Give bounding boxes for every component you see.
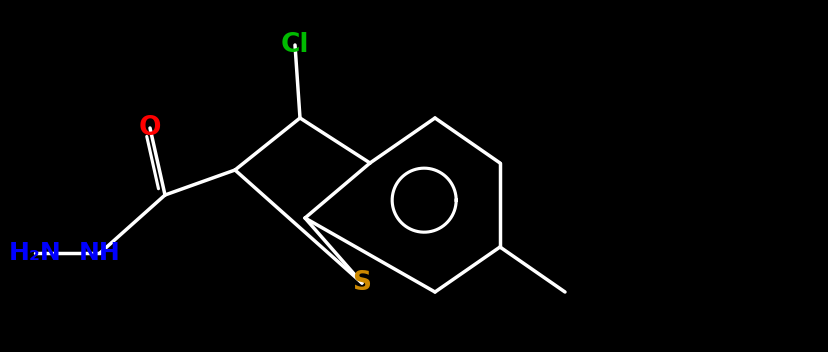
- Text: S: S: [352, 270, 371, 296]
- Text: Cl: Cl: [281, 32, 309, 58]
- Text: O: O: [138, 115, 161, 141]
- Text: NH: NH: [79, 241, 121, 265]
- Text: H₂N: H₂N: [8, 241, 61, 265]
